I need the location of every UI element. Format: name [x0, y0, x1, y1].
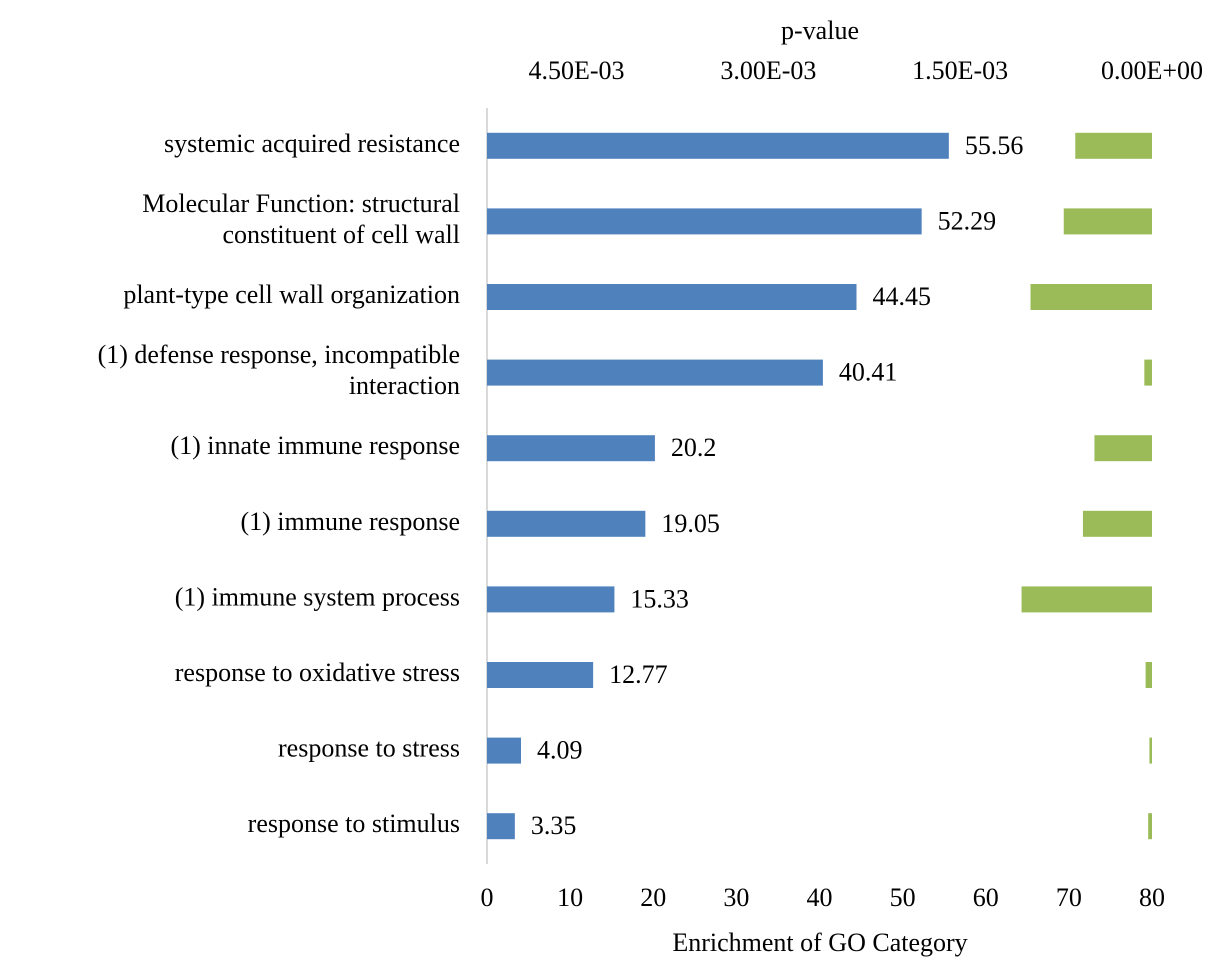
x-tick-label: 50: [890, 883, 916, 912]
bar: [487, 435, 655, 462]
bar: [1075, 132, 1152, 159]
y-tick-label: (1) immune response: [240, 507, 460, 536]
bar: [487, 208, 922, 235]
bar: [487, 510, 646, 537]
data-label: 15.33: [630, 584, 689, 613]
bar: [487, 662, 594, 688]
y-tick-label: systemic acquired resistance: [164, 129, 460, 158]
y-tick-label: (1) innate immune response: [170, 431, 460, 460]
y-tick-label-line: (1) defense response, incompatible: [98, 340, 460, 369]
bar: [1030, 284, 1152, 310]
data-label: 55.56: [965, 131, 1024, 160]
bar: [1021, 586, 1152, 613]
data-label: 19.05: [661, 509, 720, 538]
bar: [1094, 435, 1152, 462]
data-label: 44.45: [872, 282, 931, 311]
y-tick-label: Molecular Function: structural constituen…: [142, 189, 460, 249]
x2-axis-title: p-value: [781, 16, 859, 45]
bar: [1148, 813, 1152, 840]
data-label: 40.41: [839, 358, 898, 387]
bar: [487, 284, 857, 310]
y-tick-label: response to stimulus: [248, 809, 460, 838]
x-tick-label: 10: [557, 883, 583, 912]
bar: [487, 586, 615, 613]
bar: [487, 359, 823, 386]
y-tick-label: response to stress: [278, 734, 460, 763]
bar: [487, 737, 521, 764]
x-tick-label: 70: [1056, 883, 1082, 912]
x-tick-label: 0: [481, 883, 494, 912]
x-tick-label: 40: [807, 883, 833, 912]
x-axis-title: Enrichment of GO Category: [672, 928, 967, 957]
data-label: 12.77: [609, 660, 668, 689]
bar: [1149, 737, 1152, 764]
x-tick-label: 20: [640, 883, 666, 912]
y-tick-label: response to oxidative stress: [175, 658, 460, 687]
x2-tick-label: 4.50E-03: [528, 56, 624, 85]
bar: [1144, 359, 1152, 386]
data-label: 52.29: [938, 206, 997, 235]
x-tick-label: 60: [973, 883, 999, 912]
bar: [1145, 662, 1152, 688]
data-label: 4.09: [537, 736, 583, 765]
bar: [1063, 208, 1152, 235]
bar: [487, 132, 949, 159]
bar: [487, 813, 515, 840]
y-tick-label: (1) immune system process: [175, 582, 460, 611]
y-tick-label-line: constituent of cell wall: [222, 220, 460, 249]
x2-tick-label: 1.50E-03: [912, 56, 1008, 85]
y-tick-label-line: interaction: [349, 371, 460, 400]
x2-tick-label: 3.00E-03: [720, 56, 816, 85]
data-label: 20.2: [671, 433, 717, 462]
y-tick-label: (1) defense response, incompatible intera…: [98, 340, 460, 400]
data-label: 3.35: [531, 811, 577, 840]
y-tick-label-line: Molecular Function: structural: [142, 189, 460, 218]
x-tick-label: 80: [1139, 883, 1165, 912]
y-tick-label: plant-type cell wall organization: [123, 280, 460, 309]
x2-tick-label: 0.00E+00: [1101, 56, 1203, 85]
bar: [1082, 510, 1152, 537]
x-tick-label: 30: [723, 883, 749, 912]
